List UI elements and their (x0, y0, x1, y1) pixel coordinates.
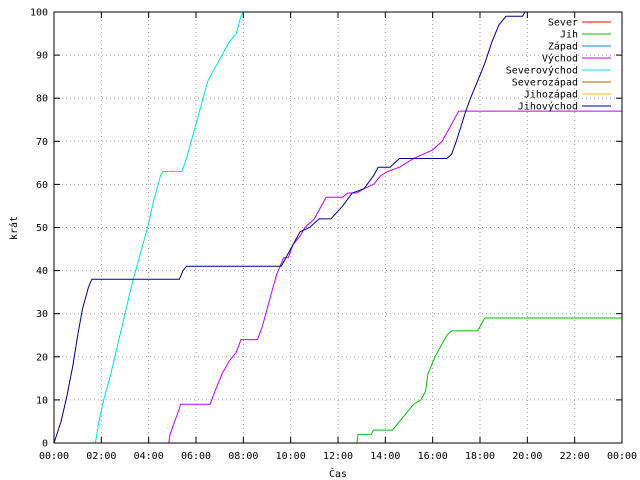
x-axis-label: Čas (329, 467, 347, 480)
x-tick-label: 06:00 (181, 451, 211, 462)
legend: SeverJihZápadVýchodSeverovýchodSeverozáp… (506, 18, 611, 113)
legend-label: Jih (560, 30, 578, 41)
x-tick-label: 00:00 (607, 451, 637, 462)
legend-label: Severozápad (512, 77, 578, 89)
y-tick-label: 100 (30, 8, 48, 19)
y-tick-label: 10 (36, 395, 48, 406)
legend-label: Východ (542, 53, 578, 65)
x-tick-label: 22:00 (560, 451, 590, 462)
legend-label: Sever (548, 18, 578, 29)
series-line-jih (356, 317, 622, 444)
series-lines (53, 11, 622, 444)
y-tick-label: 80 (36, 94, 48, 105)
plot-frame (53, 11, 623, 444)
x-tick-label: 08:00 (228, 451, 258, 462)
x-tick-label: 16:00 (418, 451, 448, 462)
y-axis-label: krát (8, 216, 20, 240)
legend-label: Jihozápad (524, 89, 578, 101)
series-line-severovýchod (94, 11, 244, 444)
legend-label: Severovýchod (506, 65, 578, 77)
x-tick-label: 00:00 (39, 451, 69, 462)
x-tick-label: 12:00 (323, 451, 353, 462)
y-tick-label: 60 (36, 180, 48, 191)
series-line-jihovýchod (53, 11, 526, 444)
x-tick-label: 10:00 (276, 451, 306, 462)
y-tick-label: 20 (36, 352, 48, 363)
y-tick-label: 50 (36, 223, 48, 234)
y-tick-label: 70 (36, 137, 48, 148)
x-tick-label: 04:00 (134, 451, 164, 462)
y-tick-label: 40 (36, 266, 48, 277)
x-tick-label: 14:00 (370, 451, 400, 462)
legend-label: Jihovýchod (518, 101, 578, 113)
x-tick-label: 02:00 (86, 451, 116, 462)
x-tick-label: 18:00 (465, 451, 495, 462)
grid-lines (54, 12, 622, 443)
y-tick-label: 0 (42, 439, 48, 450)
x-tick-label: 20:00 (512, 451, 542, 462)
legend-label: Západ (548, 41, 578, 53)
y-tick-label: 30 (36, 309, 48, 320)
y-tick-label: 90 (36, 51, 48, 62)
series-line-východ (168, 110, 622, 444)
axis-ticks: 0 10 20 30 40 50 60 70 80 90 100 00:00 02:00 04:00 06:… (30, 8, 637, 463)
